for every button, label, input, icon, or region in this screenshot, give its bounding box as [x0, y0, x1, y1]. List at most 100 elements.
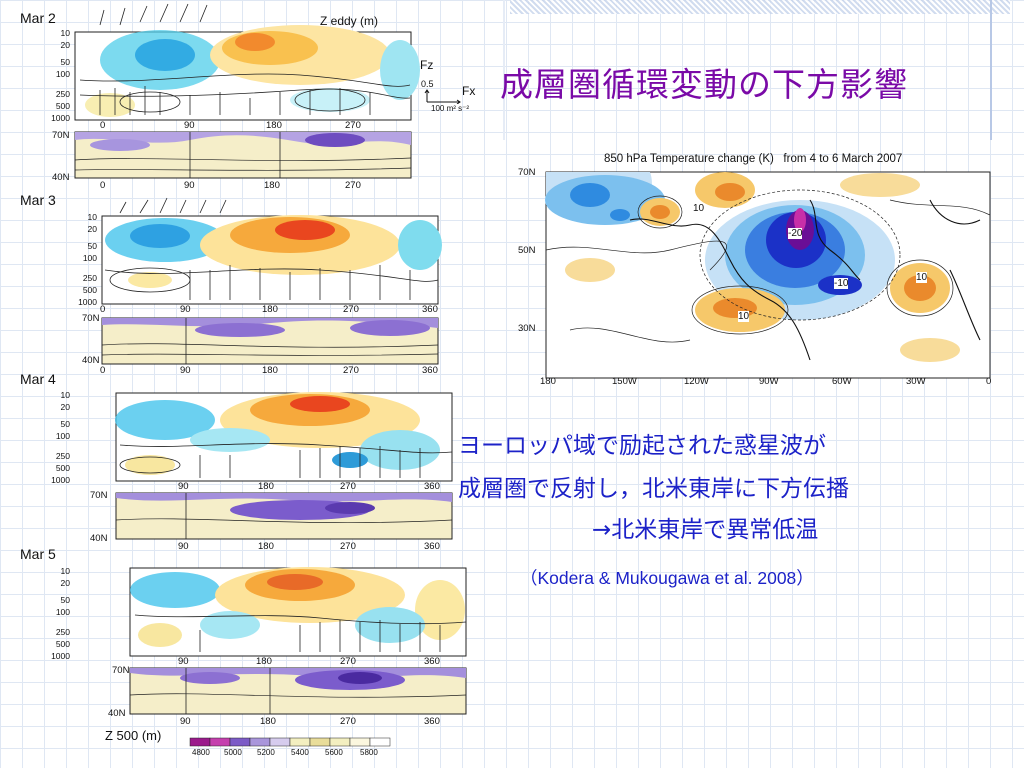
map-lat-tick: 30N [518, 323, 536, 334]
lon-tick: 180 [264, 180, 280, 191]
map-lon-tick: 90W [759, 376, 779, 387]
fz-scale: 0.5 [421, 79, 434, 89]
map-title: 850 hPa Temperature change (K) from 4 to… [604, 153, 903, 165]
zeddy-panel-mar3 [101, 197, 442, 365]
plev-tick: 10 [60, 28, 70, 38]
plev-tick: 20 [60, 40, 70, 50]
plev-tick: 250 [55, 627, 70, 637]
lon-tick: 90 [178, 656, 189, 667]
plev-tick: 100 [55, 69, 70, 79]
lon-tick: 0 [100, 120, 106, 131]
lon-tick: 360 [424, 481, 440, 492]
fx-unit: 100 m² s⁻² [431, 104, 470, 113]
colorbar-tick: 5200 [257, 748, 275, 757]
body-line-2: 成層圏で反射し，北米東岸に下方伝播 [458, 476, 849, 502]
zeddy-label: Z eddy (m) [320, 14, 379, 28]
plev-tick: 10 [87, 212, 97, 222]
plev-tick: 250 [55, 451, 70, 461]
plev-tick: 1000 [51, 651, 70, 661]
body-line-3: →北米東岸で異常低温 [592, 517, 819, 543]
map-annotation: 10 [916, 272, 928, 283]
z500-colorbar [189, 737, 391, 747]
plev-tick: 50 [87, 241, 97, 251]
lon-tick: 180 [260, 716, 276, 727]
map-annotation: -20 [788, 228, 803, 239]
plev-tick: 10 [60, 390, 70, 400]
plev-tick: 50 [60, 595, 70, 605]
zeddy-panel-mar5 [129, 567, 467, 715]
plev-tick: 500 [55, 101, 70, 111]
map-lon-tick: 120W [684, 376, 709, 387]
lon-tick: 180 [258, 481, 274, 492]
lon-tick: 360 [424, 656, 440, 667]
plev-tick: 500 [55, 463, 70, 473]
colorbar-tick: 5000 [224, 748, 242, 757]
lat-tick: 70N [90, 490, 108, 501]
lon-tick: 270 [340, 656, 356, 667]
left-figure-graphics [74, 3, 467, 747]
lon-tick: 90 [184, 180, 195, 191]
lon-tick: 270 [343, 365, 359, 376]
lat-tick: 40N [82, 355, 100, 366]
lon-tick: 360 [422, 304, 438, 315]
date-label-mar2: Mar 2 [20, 10, 56, 26]
plev-tick: 1000 [51, 113, 70, 123]
lon-tick: 270 [340, 541, 356, 552]
map-lon-tick: 180 [540, 376, 556, 387]
lon-tick: 360 [424, 716, 440, 727]
map-lon-tick: 0 [986, 376, 992, 387]
lon-tick: 90 [180, 716, 191, 727]
plev-tick: 100 [55, 431, 70, 441]
lon-tick: 180 [262, 365, 278, 376]
lon-tick: 90 [178, 481, 189, 492]
plev-tick: 1000 [51, 475, 70, 485]
colorbar-tick: 5600 [325, 748, 343, 757]
lon-tick: 0 [100, 180, 106, 191]
colorbar-tick: 5400 [291, 748, 309, 757]
lat-tick: 40N [52, 172, 70, 183]
vector-scale-arrows [424, 89, 461, 104]
reference-citation: （Kodera & Mukougawa et al. 2008） [520, 568, 814, 588]
lon-tick: 0 [100, 365, 106, 376]
plev-tick: 250 [82, 273, 97, 283]
plev-tick: 20 [87, 224, 97, 234]
zeddy-panel-mar4 [115, 392, 453, 540]
lon-tick: 270 [340, 716, 356, 727]
plev-tick: 10 [60, 566, 70, 576]
lon-tick: 180 [266, 120, 282, 131]
plev-tick: 50 [60, 57, 70, 67]
lon-tick: 270 [345, 120, 361, 131]
top-pattern-band [510, 0, 1010, 14]
map-annotation: 10 [738, 311, 750, 322]
lon-tick: 0 [100, 304, 106, 315]
map-lat-tick: 70N [518, 167, 536, 178]
lon-tick: 360 [424, 541, 440, 552]
date-label-mar4: Mar 4 [20, 371, 56, 387]
lon-tick: 90 [184, 120, 195, 131]
lon-tick: 270 [340, 481, 356, 492]
plev-tick: 100 [82, 253, 97, 263]
plev-tick: 100 [55, 607, 70, 617]
plev-tick: 500 [82, 285, 97, 295]
body-line-1: ヨーロッパ域で励起された惑星波が [458, 433, 826, 459]
lat-tick: 40N [108, 708, 126, 719]
lat-tick: 70N [52, 130, 70, 141]
lat-tick: 40N [90, 533, 108, 544]
lon-tick: 180 [256, 656, 272, 667]
fz-label: Fz [420, 58, 434, 72]
lon-tick: 90 [178, 541, 189, 552]
map-lon-tick: 30W [906, 376, 926, 387]
colorbar-tick: 4800 [192, 748, 210, 757]
lon-tick: 90 [180, 365, 191, 376]
map-lat-tick: 50N [518, 245, 536, 256]
colorbar-tick: 5800 [360, 748, 378, 757]
vertical-divider-right [990, 0, 992, 140]
zeddy-panel-mar2 [74, 3, 420, 179]
plev-tick: 250 [55, 89, 70, 99]
lon-tick: 90 [180, 304, 191, 315]
lon-tick: 360 [422, 365, 438, 376]
map-lon-tick: 150W [612, 376, 637, 387]
lat-tick: 70N [112, 665, 130, 676]
vertical-divider-left [503, 0, 505, 140]
plev-tick: 1000 [78, 297, 97, 307]
